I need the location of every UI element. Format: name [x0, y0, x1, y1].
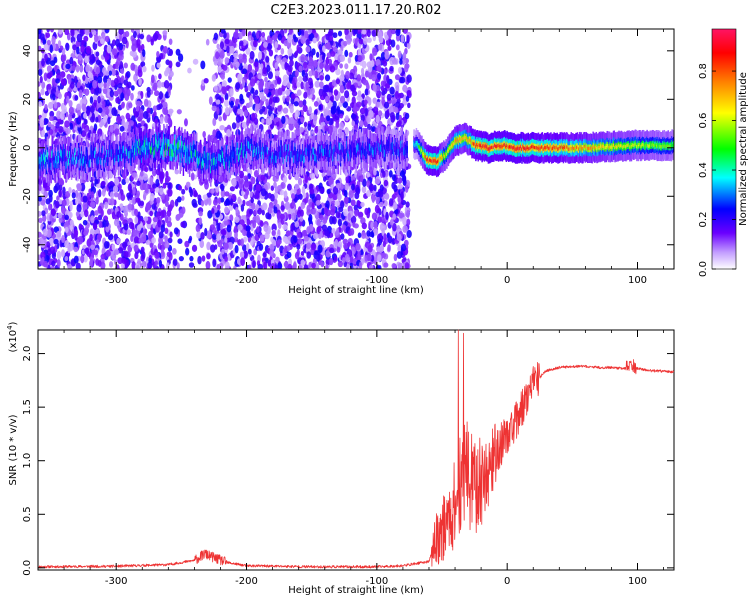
snr-ticks: -300 -200 -100 0 100 0.0 0.5 1.0 1.5 2.0 [22, 330, 674, 587]
colorbar-gradient [711, 28, 737, 270]
spectrogram-ytick-label: 0 [22, 145, 33, 151]
spectrogram-ytick-label: 20 [22, 93, 33, 106]
snr-ytick-label: 1.5 [22, 399, 33, 415]
spectrogram-ytick-label: -40 [22, 237, 33, 253]
colorbar-tick-label: 0.0 [698, 261, 709, 277]
spectrogram-image [38, 29, 674, 269]
snr-ytick-label: 0.5 [22, 506, 33, 522]
snr-scale-exponent: 4 [6, 325, 14, 330]
spectrogram-xtick-label: 0 [504, 275, 510, 286]
spectrogram-xtick-label: -200 [235, 275, 258, 286]
snr-scale-base: (x10 [8, 330, 19, 353]
snr-xlabel: Height of straight line (km) [288, 585, 424, 596]
chart-title: C2E3.2023.011.17.20.R02 [270, 3, 441, 18]
snr-xtick-label: -300 [105, 576, 128, 587]
snr-ytick-label: 0.0 [22, 560, 33, 576]
snr-line [37, 329, 675, 569]
spectrogram-xtick-label: -300 [105, 275, 128, 286]
snr-xtick-label: 0 [504, 576, 510, 587]
colorbar-tick-label: 0.2 [698, 212, 709, 228]
colorbar-ticks: 0.0 0.2 0.4 0.6 0.8 [698, 63, 736, 277]
spectrogram-frame [37, 28, 675, 270]
colorbar-label: Normalized spectral amplitude [738, 72, 749, 226]
colorbar: 0.0 0.2 0.4 0.6 0.8 Normalized spectral ampl… [698, 28, 749, 277]
snr-ylabel: SNR (10 * v/v) [8, 414, 19, 485]
spectrogram-ytick-label: 40 [22, 44, 33, 57]
snr-frame [37, 329, 675, 571]
snr-ytick-label: 2.0 [22, 346, 33, 362]
snr-xtick-label: -200 [235, 576, 258, 587]
snr-xtick-label: -100 [366, 576, 389, 587]
colorbar-tick-label: 0.4 [698, 162, 709, 178]
spectrogram-xlabel: Height of straight line (km) [288, 285, 424, 296]
snr-panel: -300 -200 -100 0 100 0.0 0.5 1.0 1.5 2.0 Height o… [6, 321, 675, 596]
spectrogram-ylabel: Frequency (Hz) [8, 111, 19, 187]
snr-xtick-label: 100 [628, 576, 647, 587]
colorbar-tick-label: 0.8 [698, 63, 709, 79]
colorbar-tick-label: 0.6 [698, 113, 709, 129]
spectrogram-xtick-label: 100 [628, 275, 647, 286]
spectrogram-ytick-label: -20 [22, 188, 33, 204]
snr-ytick-label: 1.0 [22, 453, 33, 469]
spectrogram-xtick-label: -100 [366, 275, 389, 286]
snr-scale-label: (x104) [6, 321, 19, 352]
